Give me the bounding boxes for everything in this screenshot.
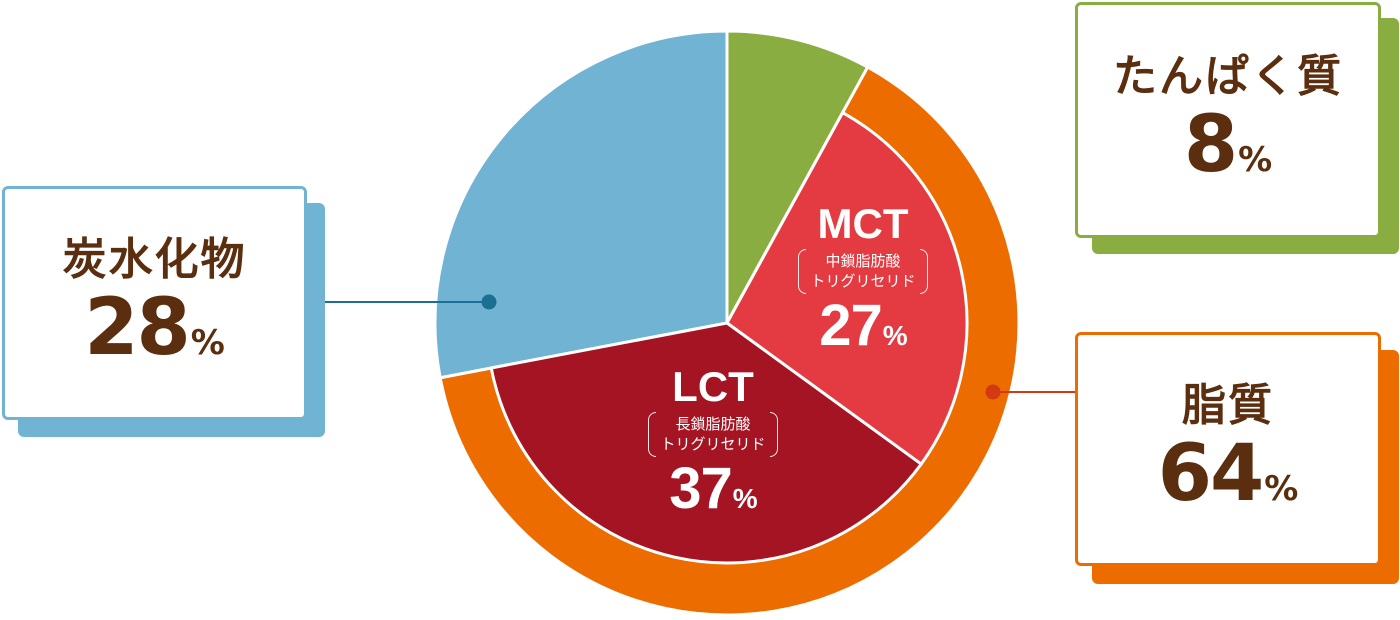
protein-slice	[725, 29, 870, 325]
lct-value: 37%	[669, 455, 757, 521]
carb-slice	[433, 29, 729, 380]
lct-text: LCT 長鎖脂肪酸 トリグリセリド 37%	[628, 366, 798, 519]
protein-card: たんぱく質 8%	[1075, 2, 1381, 238]
lct-name: LCT	[672, 363, 754, 410]
mct-subtitle: 中鎖脂肪酸 トリグリセリド	[798, 249, 928, 294]
mct-subtitle-line2: トリグリセリド	[810, 272, 916, 291]
carb-card: 炭水化物 28%	[2, 186, 307, 420]
mct-slice	[725, 111, 969, 466]
protein-value: 8%	[1183, 100, 1273, 191]
mct-value: 27%	[819, 292, 907, 358]
fat-label: 脂質	[1182, 379, 1274, 431]
protein-label: たんぱく質	[1113, 50, 1343, 102]
lct-subtitle-line2: トリグリセリド	[660, 435, 766, 454]
lct-slice	[489, 321, 923, 565]
fat-card: 脂質 64%	[1075, 332, 1381, 566]
lct-subtitle: 長鎖脂肪酸 トリグリセリド	[648, 412, 778, 457]
fat-value: 64%	[1157, 429, 1299, 520]
mct-name: MCT	[817, 200, 909, 247]
mct-text: MCT 中鎖脂肪酸 トリグリセリド 27%	[778, 203, 948, 356]
carb-connector-dot	[481, 294, 497, 310]
lct-subtitle-line1: 長鎖脂肪酸	[675, 415, 751, 433]
fat-connector-dot	[985, 384, 1001, 400]
carb-value: 28%	[84, 283, 225, 374]
carb-label: 炭水化物	[62, 233, 247, 285]
mct-subtitle-line1: 中鎖脂肪酸	[825, 252, 901, 270]
